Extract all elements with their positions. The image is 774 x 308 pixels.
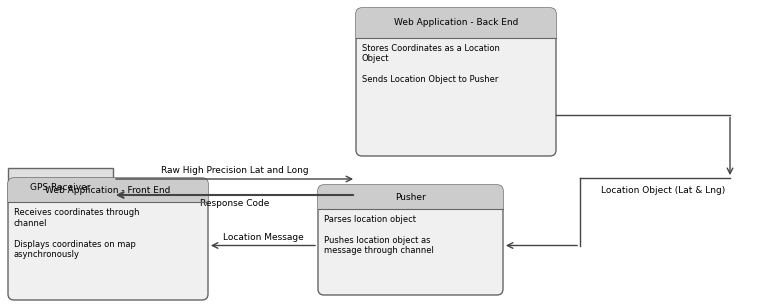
Text: GPS Receiver: GPS Receiver [30, 183, 91, 192]
Bar [8, 197, 208, 202]
Text: Pusher: Pusher [395, 192, 426, 202]
Bar [8, 168, 113, 206]
FancyBboxPatch shape [318, 185, 503, 295]
Text: Raw High Precision Lat and Long: Raw High Precision Lat and Long [161, 166, 308, 175]
FancyBboxPatch shape [8, 178, 208, 300]
Text: Stores Coordinates as a Location
Object

Sends Location Object to Pusher: Stores Coordinates as a Location Object … [362, 44, 500, 84]
FancyBboxPatch shape [356, 8, 556, 156]
Text: Location Object (Lat & Lng): Location Object (Lat & Lng) [601, 186, 725, 195]
FancyBboxPatch shape [318, 185, 503, 209]
Text: Parses location object

Pushes location object as
message through channel: Parses location object Pushes location o… [324, 215, 434, 255]
Bar [318, 203, 503, 209]
Text: Web Application - Back End: Web Application - Back End [394, 18, 518, 27]
FancyBboxPatch shape [356, 8, 556, 38]
Text: Response Code: Response Code [200, 199, 269, 208]
Text: Receives coordinates through
channel

Displays coordinates on map
asynchronously: Receives coordinates through channel Dis… [14, 209, 139, 259]
FancyBboxPatch shape [8, 178, 208, 202]
Bar [356, 32, 556, 38]
Text: Location Message: Location Message [223, 233, 303, 241]
Text: Web Application - Front End: Web Application - Front End [46, 186, 171, 195]
